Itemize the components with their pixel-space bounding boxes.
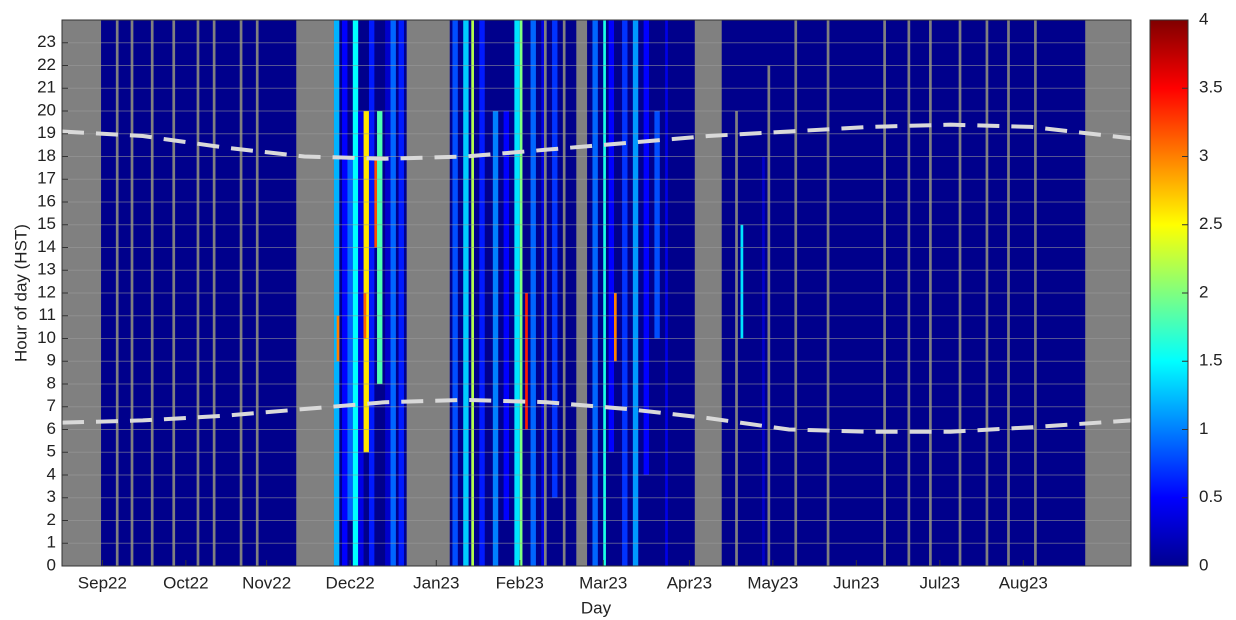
- y-tick-label: 16: [37, 191, 56, 210]
- y-tick-label: 21: [37, 78, 56, 97]
- cell: [614, 293, 617, 362]
- colorbar-tick-label: 1: [1199, 419, 1208, 438]
- x-tick-label: Jul23: [919, 573, 960, 592]
- overlay: [62, 42, 1131, 566]
- y-tick-label: 10: [37, 328, 56, 347]
- x-tick-label: Jan23: [413, 573, 459, 592]
- y-tick-label: 8: [47, 373, 56, 392]
- x-tick-label: Jun23: [833, 573, 879, 592]
- y-tick-label: 1: [47, 533, 56, 552]
- y-tick-label: 3: [47, 487, 56, 506]
- x-tick-label: Apr23: [667, 573, 712, 592]
- y-tick-label: 23: [37, 32, 56, 51]
- y-tick-label: 5: [47, 442, 56, 461]
- colorbar-tick-label: 0.5: [1199, 487, 1223, 506]
- x-tick-label: Aug23: [999, 573, 1048, 592]
- dashed-line: [62, 397, 1131, 434]
- x-tick-label: May23: [747, 573, 798, 592]
- colorbar-tick-label: 3.5: [1199, 78, 1223, 97]
- x-tick-label: Oct22: [163, 573, 208, 592]
- y-tick-label: 18: [37, 146, 56, 165]
- x-tick-label: Sep22: [78, 573, 127, 592]
- y-tick-label: 6: [47, 419, 56, 438]
- colorbar-tick-label: 2: [1199, 282, 1208, 301]
- y-tick-label: 11: [38, 305, 56, 324]
- cell: [363, 111, 369, 453]
- y-tick-label: 13: [37, 260, 56, 279]
- y-tick-label: 0: [47, 555, 56, 574]
- colorbar-tick-label: 3: [1199, 146, 1208, 165]
- cell: [740, 224, 744, 339]
- y-tick-label: 2: [47, 510, 56, 529]
- dashed-line: [62, 122, 1131, 161]
- y-tick-label: 22: [37, 55, 56, 74]
- y-tick-label: 12: [37, 282, 56, 301]
- colorbar-tick-label: 2.5: [1199, 214, 1223, 233]
- colorbar-tick-label: 1.5: [1199, 351, 1223, 370]
- colorbar: [1149, 19, 1189, 567]
- colorbar-tick-label: 4: [1199, 9, 1208, 28]
- y-tick-label: 9: [47, 351, 56, 370]
- y-tick-label: 14: [37, 237, 56, 256]
- y-tick-label: 20: [37, 100, 56, 119]
- colorbar-tick-label: 0: [1199, 555, 1208, 574]
- cell: [608, 20, 615, 453]
- y-tick-label: 4: [47, 464, 56, 483]
- x-tick-label: Feb23: [496, 573, 544, 592]
- x-tick-label: Mar23: [579, 573, 627, 592]
- y-axis-label: Hour of day (HST): [11, 224, 30, 362]
- y-tick-label: 7: [47, 396, 56, 415]
- y-tick-label: 19: [37, 123, 56, 142]
- axes: 01234567891011121314151617181920212223Se…: [37, 9, 1223, 592]
- y-tick-label: 17: [37, 169, 56, 188]
- cell: [552, 20, 558, 498]
- x-axis-label: Day: [581, 598, 612, 617]
- x-tick-label: Nov22: [242, 573, 291, 592]
- y-tick-label: 15: [37, 214, 56, 233]
- x-tick-label: Dec22: [326, 573, 375, 592]
